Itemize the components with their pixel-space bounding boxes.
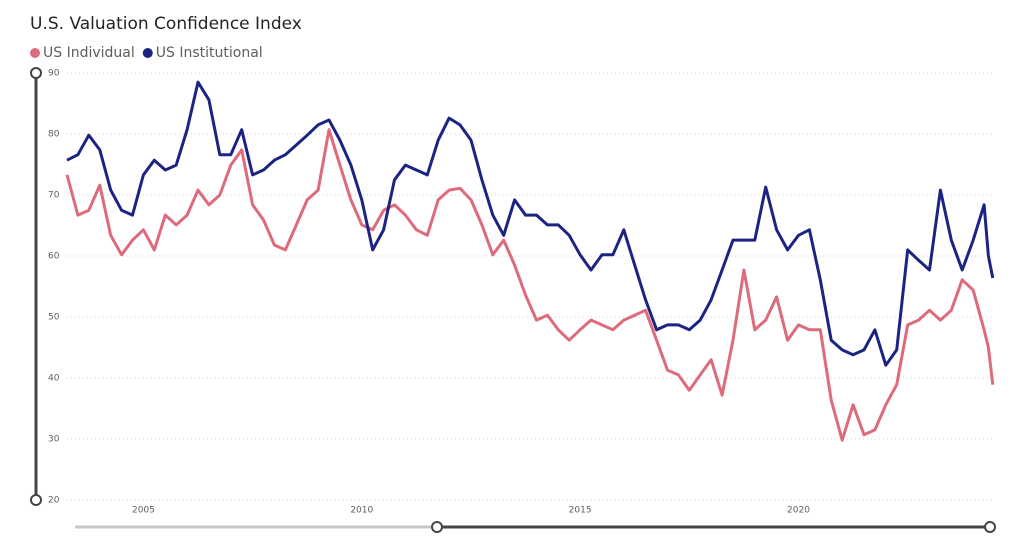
legend-label: US Individual xyxy=(43,45,135,61)
y-tick-label: 80 xyxy=(48,130,60,140)
x-tick-label: 2015 xyxy=(569,506,592,516)
y-tick-label: 70 xyxy=(48,191,60,201)
series-line xyxy=(65,128,995,442)
x-tick-label: 2005 xyxy=(132,506,155,516)
legend-marker xyxy=(142,48,153,58)
y-tick-label: 20 xyxy=(48,496,60,506)
x-tick-label: 2020 xyxy=(787,506,810,516)
y-tick-label: 30 xyxy=(48,435,60,445)
y-zoom-handle[interactable] xyxy=(30,494,42,506)
x-tick-label: 2010 xyxy=(350,506,373,516)
chart-title: U.S. Valuation Confidence Index xyxy=(30,14,302,34)
y-tick-label: 60 xyxy=(48,252,60,262)
y-tick-label: 40 xyxy=(48,374,60,384)
y-tick-label: 50 xyxy=(48,313,60,323)
y-zoom-handle[interactable] xyxy=(30,67,42,79)
legend-marker xyxy=(30,48,40,58)
legend-label: US Institutional xyxy=(156,45,263,61)
x-zoom-handle[interactable] xyxy=(984,521,996,533)
x-zoom-handle[interactable] xyxy=(431,521,443,533)
series-line xyxy=(66,80,995,367)
y-tick-label: 90 xyxy=(48,69,60,79)
